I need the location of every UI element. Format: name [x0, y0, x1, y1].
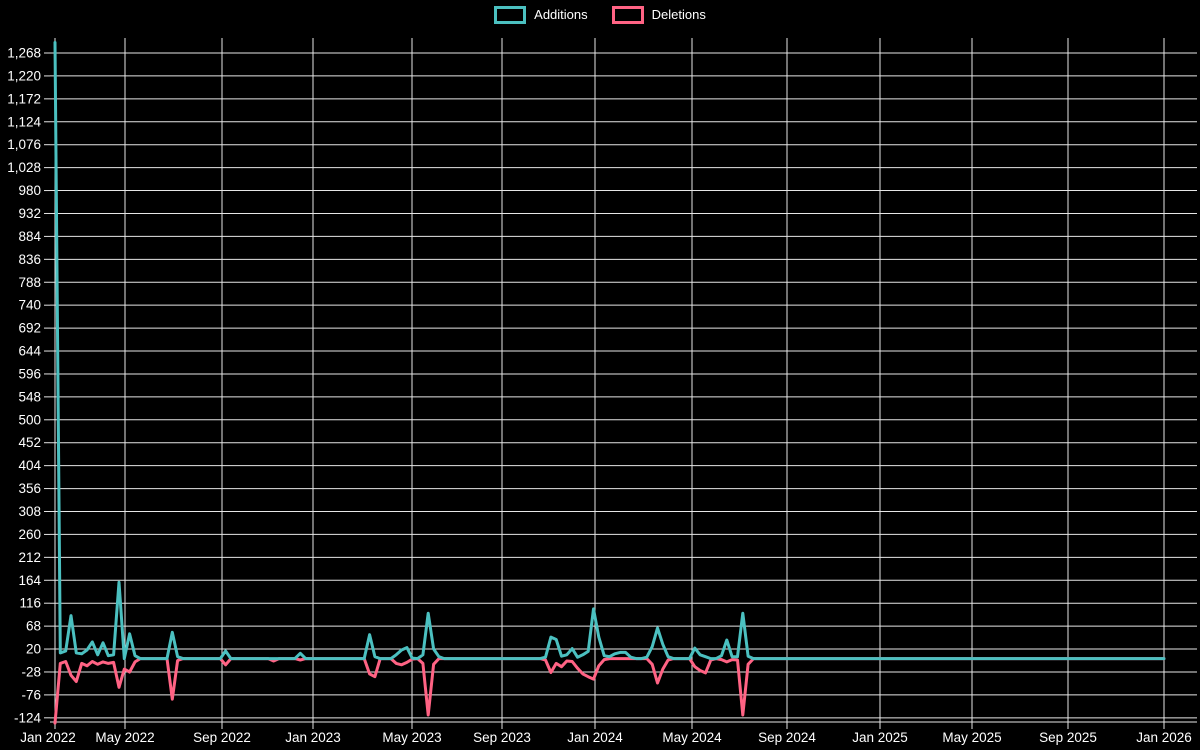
- additions-swatch-icon: [494, 6, 527, 24]
- x-tick-label: Jan 2025: [852, 730, 908, 745]
- y-tick-label: 1,028: [7, 160, 41, 175]
- legend-item-additions[interactable]: Additions: [494, 6, 588, 24]
- y-tick-label: 884: [18, 229, 41, 244]
- y-tick-label: 260: [18, 527, 41, 542]
- x-tick-label: Jan 2026: [1136, 730, 1192, 745]
- y-tick-label: 980: [18, 183, 41, 198]
- x-tick-label: May 2025: [942, 730, 1001, 745]
- y-tick-label: 596: [18, 366, 41, 381]
- y-tick-label: 692: [18, 321, 41, 336]
- y-tick-label: 788: [18, 275, 41, 290]
- y-tick-label: 1,076: [7, 137, 41, 152]
- x-tick-label: May 2024: [662, 730, 722, 745]
- y-tick-label: 356: [18, 481, 41, 496]
- y-tick-label: 500: [18, 412, 41, 427]
- x-tick-label: Jan 2022: [20, 730, 76, 745]
- x-tick-label: Sep 2024: [758, 730, 816, 745]
- y-tick-label: 20: [26, 642, 41, 657]
- legend-label-deletions: Deletions: [651, 7, 706, 22]
- y-tick-label: 452: [18, 435, 41, 450]
- y-tick-label: 932: [18, 206, 41, 221]
- y-tick-label: 116: [19, 596, 41, 611]
- y-tick-label: 1,268: [7, 46, 41, 61]
- x-tick-label: Sep 2022: [193, 730, 251, 745]
- y-tick-label: -124: [14, 710, 42, 725]
- y-tick-label: 836: [18, 252, 41, 267]
- chart-legend: Additions Deletions: [0, 6, 1200, 24]
- additions-series-line: [53, 41, 1166, 661]
- deletions-series-line: [53, 657, 1166, 725]
- y-tick-label: 212: [18, 550, 41, 565]
- y-tick-label: 308: [18, 504, 41, 519]
- x-tick-label: Jan 2023: [285, 730, 341, 745]
- y-tick-label: 740: [18, 298, 41, 313]
- y-tick-label: 1,124: [7, 114, 41, 129]
- x-tick-label: May 2022: [95, 730, 154, 745]
- legend-label-additions: Additions: [534, 7, 588, 22]
- y-tick-label: 644: [18, 344, 41, 359]
- y-tick-label: 548: [18, 389, 41, 404]
- y-tick-label: 1,220: [7, 68, 41, 83]
- x-tick-label: Sep 2023: [473, 730, 531, 745]
- y-tick-label: 1,172: [7, 91, 41, 106]
- x-tick-label: May 2023: [382, 730, 441, 745]
- deletions-swatch-icon: [611, 6, 644, 24]
- y-tick-label: 404: [18, 458, 41, 473]
- y-tick-label: -28: [21, 664, 41, 679]
- x-tick-label: Jan 2024: [567, 730, 623, 745]
- y-tick-label: 68: [26, 619, 41, 634]
- x-tick-label: Sep 2025: [1039, 730, 1097, 745]
- y-tick-label: 164: [18, 573, 41, 588]
- legend-item-deletions[interactable]: Deletions: [611, 6, 706, 24]
- y-tick-label: -76: [21, 687, 41, 702]
